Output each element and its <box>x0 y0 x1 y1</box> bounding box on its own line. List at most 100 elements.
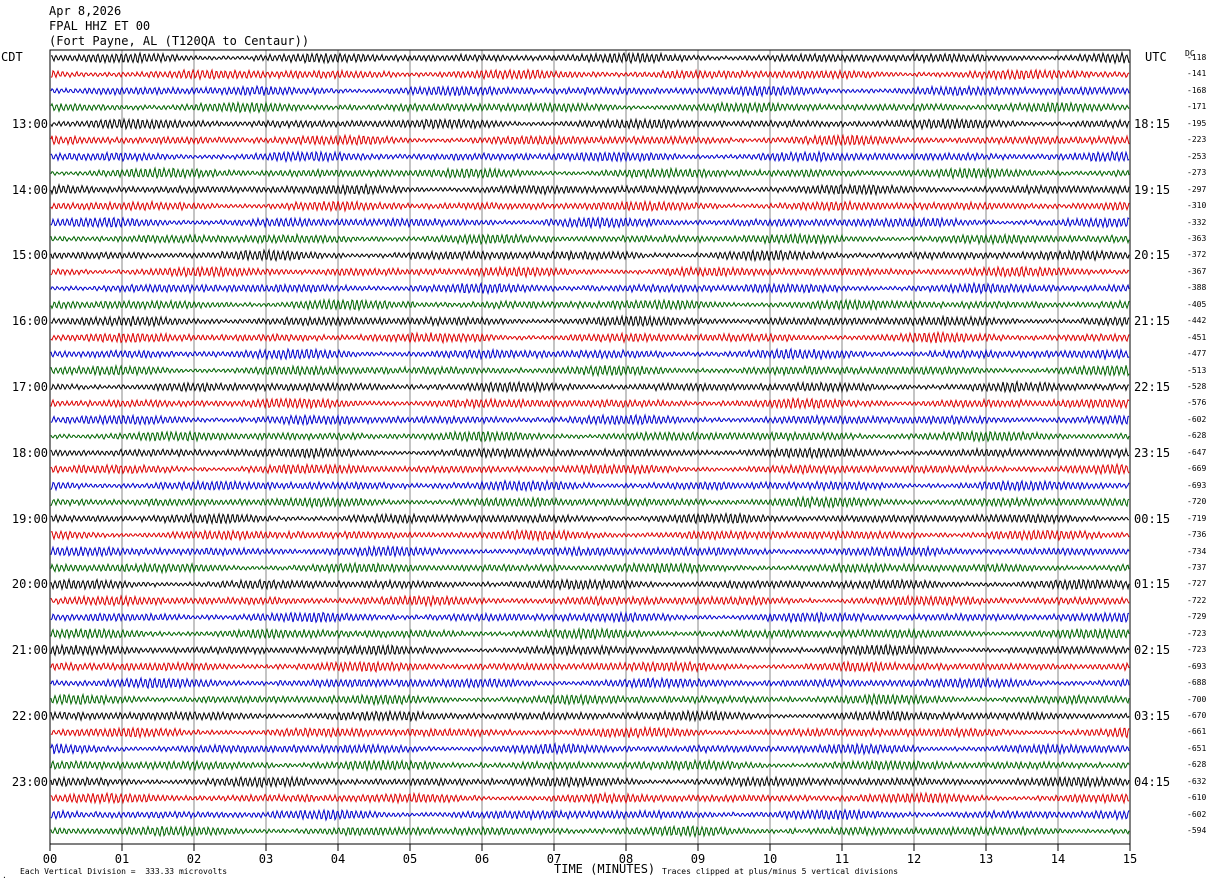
x-tick-label: 04 <box>330 852 346 866</box>
dc-offset-label: -195 <box>1187 118 1207 128</box>
right-hour-label: 01:15 <box>1134 577 1171 592</box>
dc-offset-label: -647 <box>1187 447 1207 457</box>
dc-offset-label: -602 <box>1187 809 1207 819</box>
dc-offset-label: -661 <box>1187 727 1207 737</box>
station-code: FPAL HHZ ET 00 <box>49 19 151 33</box>
dc-offset-label: -720 <box>1187 497 1207 507</box>
trace-row-3 <box>50 84 1130 98</box>
trace-row-13 <box>50 248 1130 263</box>
trace-row-4 <box>50 100 1130 115</box>
x-tick-label: 10 <box>762 852 778 866</box>
dc-offset-label: -727 <box>1187 579 1207 589</box>
trace-row-39 <box>50 676 1130 690</box>
trace-row-48 <box>50 824 1130 839</box>
dc-offset-label: -372 <box>1187 250 1207 260</box>
dc-offset-label: -118 <box>1187 53 1207 62</box>
dc-offset-label: -405 <box>1187 299 1207 309</box>
dc-offset-label: -719 <box>1187 513 1207 523</box>
dc-offset-label: -734 <box>1187 546 1207 556</box>
dc-offset-label: -363 <box>1187 233 1207 243</box>
trace-row-11 <box>50 216 1130 230</box>
dc-offset-label: -693 <box>1187 661 1207 671</box>
left-hour-label: 18:00 <box>11 445 48 460</box>
dc-offset-label: -700 <box>1187 694 1207 704</box>
x-tick-label: 15 <box>1122 852 1138 866</box>
trace-row-37 <box>50 643 1130 657</box>
dc-offset-label: -632 <box>1187 776 1207 786</box>
x-axis-ticks <box>49 844 1131 851</box>
trace-row-7 <box>50 150 1130 164</box>
trace-row-38 <box>50 659 1130 674</box>
x-tick-label: 07 <box>546 852 562 866</box>
dc-offset-label: -723 <box>1187 628 1207 638</box>
left-hour-label: 13:00 <box>11 116 48 131</box>
trace-row-16 <box>50 297 1130 312</box>
corner-mark: . <box>2 871 7 880</box>
right-hour-label: 23:15 <box>1134 445 1171 460</box>
dc-offset-label: -332 <box>1187 217 1207 227</box>
dc-offset-label: -693 <box>1187 480 1207 490</box>
trace-row-46 <box>50 791 1130 805</box>
dc-offset-label: -737 <box>1187 562 1207 572</box>
right-hour-label: 19:15 <box>1134 182 1171 197</box>
left-hour-label: 14:00 <box>11 182 48 197</box>
left-hour-label: 22:00 <box>11 709 48 723</box>
dc-offset-label: -736 <box>1187 530 1207 540</box>
right-hour-label: 00:15 <box>1134 511 1171 526</box>
dc-offset-label: -576 <box>1187 398 1207 408</box>
trace-row-36 <box>50 626 1130 641</box>
trace-row-28 <box>50 495 1130 510</box>
left-hour-label: 17:00 <box>11 380 48 394</box>
trace-row-20 <box>50 363 1130 378</box>
dc-offset-label: -602 <box>1187 414 1207 424</box>
trace-row-45 <box>50 775 1130 789</box>
trace-row-19 <box>50 347 1130 361</box>
plot-frame <box>49 49 1131 845</box>
trace-row-22 <box>50 396 1130 410</box>
x-tick-label: 05 <box>402 852 418 866</box>
trace-row-30 <box>50 528 1130 543</box>
x-axis-label: TIME (MINUTES) <box>554 862 656 876</box>
trace-row-44 <box>50 758 1130 772</box>
dc-offset-label: -688 <box>1187 678 1207 688</box>
trace-row-35 <box>50 610 1130 624</box>
dc-offset-label: -528 <box>1187 382 1207 391</box>
scale-note: Each Vertical Division = 333.33 microvol… <box>20 867 228 876</box>
dc-offset-label: -628 <box>1187 760 1207 770</box>
x-tick-label: 12 <box>906 852 922 866</box>
dc-offset-label: -253 <box>1187 151 1207 161</box>
trace-row-17 <box>50 314 1130 328</box>
left-hour-label: 16:00 <box>11 314 48 329</box>
dc-offset-label: -594 <box>1187 826 1207 836</box>
dc-offset-label: -729 <box>1187 612 1207 622</box>
x-tick-label: 08 <box>618 852 634 866</box>
x-tick-label: 02 <box>186 852 202 866</box>
dc-offset-label: -651 <box>1187 743 1207 753</box>
dc-offset-label: -297 <box>1187 184 1207 194</box>
x-tick-label: 11 <box>834 852 850 866</box>
trace-row-25 <box>50 446 1130 460</box>
trace-row-24 <box>50 429 1130 443</box>
trace-row-26 <box>50 462 1130 476</box>
seismic-traces <box>50 50 1130 839</box>
trace-row-2 <box>50 68 1130 81</box>
trace-row-6 <box>50 133 1130 147</box>
x-tick-label: 09 <box>690 852 706 866</box>
dc-offset-label: -722 <box>1187 595 1207 605</box>
trace-row-31 <box>50 544 1130 559</box>
trace-row-43 <box>50 741 1130 756</box>
trace-row-23 <box>50 413 1130 427</box>
x-tick-label: 13 <box>978 852 994 866</box>
dc-offset-label: -168 <box>1187 85 1207 95</box>
left-timezone-label: CDT <box>1 50 23 64</box>
trace-row-32 <box>50 561 1130 575</box>
x-tick-label: 01 <box>114 852 130 866</box>
left-hour-label: 20:00 <box>11 577 48 592</box>
trace-row-14 <box>50 265 1130 279</box>
left-hour-label: 23:00 <box>11 774 48 789</box>
dc-offset-label: -367 <box>1187 266 1207 276</box>
dc-offset-label: -171 <box>1187 102 1207 112</box>
dc-offset-label: -723 <box>1187 645 1207 655</box>
trace-row-41 <box>50 709 1130 723</box>
